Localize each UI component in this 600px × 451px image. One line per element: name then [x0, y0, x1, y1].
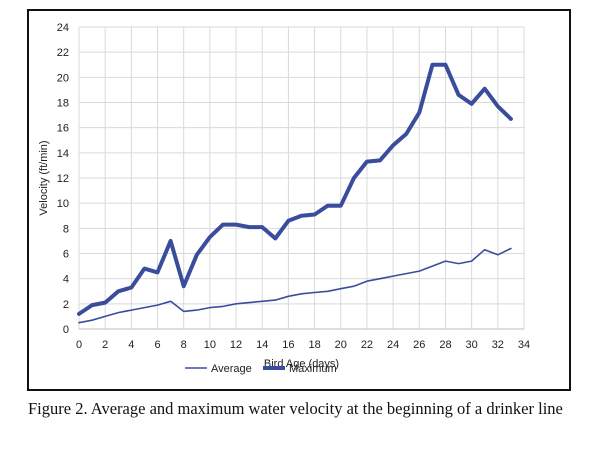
x-tick-label: 34: [518, 339, 530, 351]
x-tick-label: 4: [128, 339, 134, 351]
figure-caption: Figure 2. Average and maximum water velo…: [28, 399, 563, 418]
y-tick-label: 8: [63, 223, 69, 235]
chart-frame: 0 2 4 6 8 10 12 14 16 18 20 22 24 0 2 4 6 8 10 12 14 16 18 20 2…: [27, 9, 571, 391]
x-tick-label: 16: [282, 339, 294, 351]
y-tick-label: 18: [57, 98, 69, 110]
y-tick-label: 16: [57, 123, 69, 135]
x-tick-label: 20: [335, 339, 347, 351]
series-lines: [77, 62, 513, 324]
x-tick-label: 6: [154, 339, 160, 351]
y-tick-label: 6: [63, 249, 69, 261]
x-tick-label: 10: [204, 339, 216, 351]
gridlines: [78, 26, 525, 330]
x-tick-label: 24: [387, 339, 399, 351]
x-tick-label: 0: [76, 339, 82, 351]
x-tick-labels: 0 2 4 6 8 10 12 14 16 18 20 22 24 26 28 30 32 34: [76, 339, 530, 351]
legend: Average Maximum: [185, 363, 337, 375]
y-axis-title: Velocity (ft/min): [38, 140, 50, 215]
y-tick-label: 20: [57, 72, 69, 84]
x-tick-label: 18: [308, 339, 320, 351]
y-tick-label: 10: [57, 198, 69, 210]
y-tick-label: 0: [63, 324, 69, 336]
y-tick-label: 4: [63, 274, 69, 286]
x-tick-label: 12: [230, 339, 242, 351]
x-tick-label: 8: [181, 339, 187, 351]
y-tick-label: 22: [57, 47, 69, 59]
y-tick-label: 24: [57, 22, 69, 34]
x-tick-label: 2: [102, 339, 108, 351]
series-line-average: [78, 247, 512, 324]
x-tick-label: 32: [492, 339, 504, 351]
y-tick-label: 12: [57, 173, 69, 185]
x-tick-label: 22: [361, 339, 373, 351]
legend-label-maximum: Maximum: [289, 363, 337, 375]
legend-label-average: Average: [211, 363, 252, 375]
y-tick-label: 2: [63, 299, 69, 311]
series-line-maximum: [77, 62, 513, 316]
x-tick-label: 14: [256, 339, 268, 351]
x-tick-label: 26: [413, 339, 425, 351]
x-tick-label: 28: [439, 339, 451, 351]
y-tick-label: 14: [57, 148, 69, 160]
x-tick-label: 30: [466, 339, 478, 351]
